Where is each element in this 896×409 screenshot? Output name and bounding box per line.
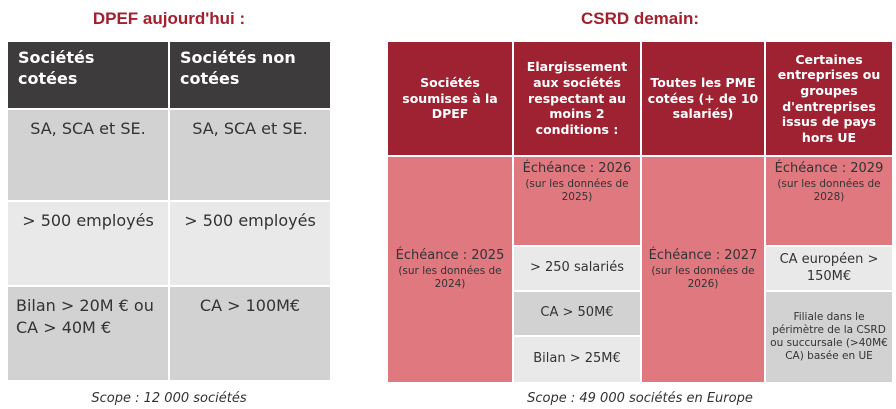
cell: > 500 employés <box>170 202 330 285</box>
header: Sociétés soumises à la DPEF <box>388 42 512 155</box>
header: Certaines entreprises ou groupes d'entre… <box>766 42 892 155</box>
note: (sur les données de 2026) <box>651 264 755 290</box>
deadline-cell: Échéance : 2025 (sur les données de 2024… <box>388 157 512 382</box>
deadline: Échéance : 2029 <box>774 161 884 176</box>
header: Sociétés non cotées <box>170 42 330 108</box>
scope: Scope : 12 000 sociétés <box>91 390 247 406</box>
criterion: CA > 50M€ <box>514 292 640 335</box>
cell: Bilan > 20M € ou CA > 40M € <box>8 287 168 380</box>
deadline: Échéance : 2026 <box>522 161 632 176</box>
right-title: CSRD demain: <box>580 9 700 28</box>
note: (sur les données de 2025) <box>525 177 629 204</box>
criterion: Bilan > 25M€ <box>514 337 640 382</box>
criterion: > 250 salariés <box>514 247 640 290</box>
criterion: Filiale dans le périmètre de la CSRD ou … <box>766 292 892 382</box>
left-title: DPEF aujourd'hui : <box>92 9 246 28</box>
deadline-cell: Échéance : 2026 (sur les données de 2025… <box>514 157 640 245</box>
header: Sociétés cotées <box>8 42 168 108</box>
header: Elargissement aux sociétés respectant au… <box>514 42 640 155</box>
cell: SA, SCA et SE. <box>8 110 168 200</box>
scope: Scope : 49 000 sociétés en Europe <box>527 390 753 406</box>
criterion: CA européen > 150M€ <box>766 247 892 290</box>
note: (sur les données de 2024) <box>398 264 502 290</box>
header: Toutes les PME cotées (+ de 10 salariés) <box>642 42 764 155</box>
deadline-cell: Échéance : 2027 (sur les données de 2026… <box>642 157 764 382</box>
deadline-cell: Échéance : 2029 (sur les données de 2028… <box>766 157 892 245</box>
note: (sur les données de 2028) <box>777 177 881 204</box>
cell: SA, SCA et SE. <box>170 110 330 200</box>
cell: > 500 employés <box>8 202 168 285</box>
cell: CA > 100M€ <box>170 287 330 380</box>
deadline: Échéance : 2027 <box>648 247 758 263</box>
deadline: Échéance : 2025 <box>395 247 505 263</box>
